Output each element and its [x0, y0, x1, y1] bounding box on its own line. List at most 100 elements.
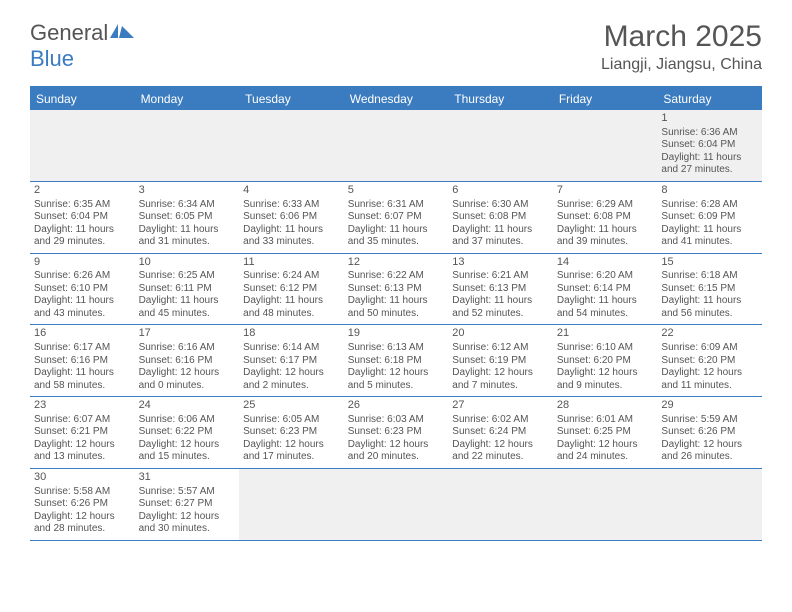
daylight-line: Daylight: 12 hours and 28 minutes.	[34, 511, 131, 536]
day-cell: 19Sunrise: 6:13 AMSunset: 6:18 PMDayligh…	[344, 325, 449, 396]
day-cell: 14Sunrise: 6:20 AMSunset: 6:14 PMDayligh…	[553, 254, 658, 325]
calendar: SundayMondayTuesdayWednesdayThursdayFrid…	[30, 86, 762, 541]
day-cell: 5Sunrise: 6:31 AMSunset: 6:07 PMDaylight…	[344, 182, 449, 253]
day-cell: 20Sunrise: 6:12 AMSunset: 6:19 PMDayligh…	[448, 325, 553, 396]
week-row: 1Sunrise: 6:36 AMSunset: 6:04 PMDaylight…	[30, 110, 762, 182]
daylight-line: Daylight: 12 hours and 13 minutes.	[34, 439, 131, 464]
dow-header: Saturday	[657, 88, 762, 110]
week-row: 23Sunrise: 6:07 AMSunset: 6:21 PMDayligh…	[30, 397, 762, 469]
dow-header: Monday	[135, 88, 240, 110]
sunrise-line: Sunrise: 6:28 AM	[661, 199, 758, 212]
sunset-line: Sunset: 6:09 PM	[661, 211, 758, 224]
sunset-line: Sunset: 6:16 PM	[34, 355, 131, 368]
sunrise-line: Sunrise: 6:35 AM	[34, 199, 131, 212]
day-cell: 26Sunrise: 6:03 AMSunset: 6:23 PMDayligh…	[344, 397, 449, 468]
sunrise-line: Sunrise: 6:29 AM	[557, 199, 654, 212]
sunset-line: Sunset: 6:26 PM	[661, 426, 758, 439]
day-cell: 11Sunrise: 6:24 AMSunset: 6:12 PMDayligh…	[239, 254, 344, 325]
sunset-line: Sunset: 6:11 PM	[139, 283, 236, 296]
sunset-line: Sunset: 6:23 PM	[243, 426, 340, 439]
day-cell: 15Sunrise: 6:18 AMSunset: 6:15 PMDayligh…	[657, 254, 762, 325]
daylight-line: Daylight: 12 hours and 26 minutes.	[661, 439, 758, 464]
day-cell	[239, 110, 344, 181]
sunrise-line: Sunrise: 6:05 AM	[243, 414, 340, 427]
daylight-line: Daylight: 12 hours and 17 minutes.	[243, 439, 340, 464]
day-number: 6	[452, 184, 549, 198]
day-cell: 27Sunrise: 6:02 AMSunset: 6:24 PMDayligh…	[448, 397, 553, 468]
day-cell	[30, 110, 135, 181]
sunset-line: Sunset: 6:17 PM	[243, 355, 340, 368]
sunset-line: Sunset: 6:27 PM	[139, 498, 236, 511]
daylight-line: Daylight: 12 hours and 2 minutes.	[243, 367, 340, 392]
sunrise-line: Sunrise: 6:20 AM	[557, 270, 654, 283]
day-cell: 21Sunrise: 6:10 AMSunset: 6:20 PMDayligh…	[553, 325, 658, 396]
daylight-line: Daylight: 12 hours and 22 minutes.	[452, 439, 549, 464]
dow-header: Sunday	[30, 88, 135, 110]
daylight-line: Daylight: 12 hours and 15 minutes.	[139, 439, 236, 464]
day-cell: 31Sunrise: 5:57 AMSunset: 6:27 PMDayligh…	[135, 469, 240, 540]
day-number: 1	[661, 112, 758, 126]
sunrise-line: Sunrise: 6:06 AM	[139, 414, 236, 427]
sunset-line: Sunset: 6:25 PM	[557, 426, 654, 439]
sunrise-line: Sunrise: 6:02 AM	[452, 414, 549, 427]
daylight-line: Daylight: 11 hours and 48 minutes.	[243, 295, 340, 320]
daylight-line: Daylight: 11 hours and 50 minutes.	[348, 295, 445, 320]
week-row: 9Sunrise: 6:26 AMSunset: 6:10 PMDaylight…	[30, 254, 762, 326]
sunrise-line: Sunrise: 6:31 AM	[348, 199, 445, 212]
sunrise-line: Sunrise: 6:07 AM	[34, 414, 131, 427]
daylight-line: Daylight: 12 hours and 30 minutes.	[139, 511, 236, 536]
month-title: March 2025	[601, 20, 762, 54]
day-number: 4	[243, 184, 340, 198]
daylight-line: Daylight: 12 hours and 5 minutes.	[348, 367, 445, 392]
daylight-line: Daylight: 12 hours and 9 minutes.	[557, 367, 654, 392]
sunrise-line: Sunrise: 6:25 AM	[139, 270, 236, 283]
day-number: 31	[139, 471, 236, 485]
sunrise-line: Sunrise: 6:09 AM	[661, 342, 758, 355]
logo-text-general: General	[30, 20, 108, 46]
sunset-line: Sunset: 6:26 PM	[34, 498, 131, 511]
sunset-line: Sunset: 6:14 PM	[557, 283, 654, 296]
sunrise-line: Sunrise: 6:36 AM	[661, 127, 758, 140]
daylight-line: Daylight: 11 hours and 54 minutes.	[557, 295, 654, 320]
sunrise-line: Sunrise: 6:30 AM	[452, 199, 549, 212]
title-block: March 2025 Liangji, Jiangsu, China	[601, 20, 762, 74]
daylight-line: Daylight: 12 hours and 24 minutes.	[557, 439, 654, 464]
day-number: 7	[557, 184, 654, 198]
sunrise-line: Sunrise: 6:14 AM	[243, 342, 340, 355]
logo-text-blue: Blue	[30, 46, 74, 72]
sunset-line: Sunset: 6:24 PM	[452, 426, 549, 439]
day-cell	[239, 469, 344, 540]
sunrise-line: Sunrise: 6:13 AM	[348, 342, 445, 355]
day-cell: 6Sunrise: 6:30 AMSunset: 6:08 PMDaylight…	[448, 182, 553, 253]
location: Liangji, Jiangsu, China	[601, 56, 762, 74]
day-number: 3	[139, 184, 236, 198]
day-number: 27	[452, 399, 549, 413]
day-cell: 16Sunrise: 6:17 AMSunset: 6:16 PMDayligh…	[30, 325, 135, 396]
sunrise-line: Sunrise: 6:24 AM	[243, 270, 340, 283]
sunrise-line: Sunrise: 5:57 AM	[139, 486, 236, 499]
day-cell: 29Sunrise: 5:59 AMSunset: 6:26 PMDayligh…	[657, 397, 762, 468]
day-cell	[448, 469, 553, 540]
sunset-line: Sunset: 6:08 PM	[557, 211, 654, 224]
day-number: 29	[661, 399, 758, 413]
day-number: 14	[557, 256, 654, 270]
day-number: 15	[661, 256, 758, 270]
day-number: 28	[557, 399, 654, 413]
weeks: 1Sunrise: 6:36 AMSunset: 6:04 PM Daylight…	[30, 110, 762, 541]
sunset-line: Sunset: 6:10 PM	[34, 283, 131, 296]
day-cell	[553, 469, 658, 540]
sunset-line: Sunset: 6:12 PM	[243, 283, 340, 296]
sunset-line: Sunset: 6:04 PM	[661, 139, 758, 152]
day-number: 16	[34, 327, 131, 341]
day-cell	[657, 469, 762, 540]
daylight-line: Daylight: 11 hours and 33 minutes.	[243, 224, 340, 249]
daylight-line: Daylight: 11 hours and 29 minutes.	[34, 224, 131, 249]
week-row: 30Sunrise: 5:58 AMSunset: 6:26 PMDayligh…	[30, 469, 762, 541]
sunset-line: Sunset: 6:13 PM	[348, 283, 445, 296]
daylight-line: Daylight: 11 hours and 41 minutes.	[661, 224, 758, 249]
sunrise-line: Sunrise: 6:21 AM	[452, 270, 549, 283]
dow-header: Thursday	[448, 88, 553, 110]
sunrise-line: Sunrise: 6:16 AM	[139, 342, 236, 355]
day-cell: 22Sunrise: 6:09 AMSunset: 6:20 PMDayligh…	[657, 325, 762, 396]
sunrise-line: Sunrise: 6:18 AM	[661, 270, 758, 283]
